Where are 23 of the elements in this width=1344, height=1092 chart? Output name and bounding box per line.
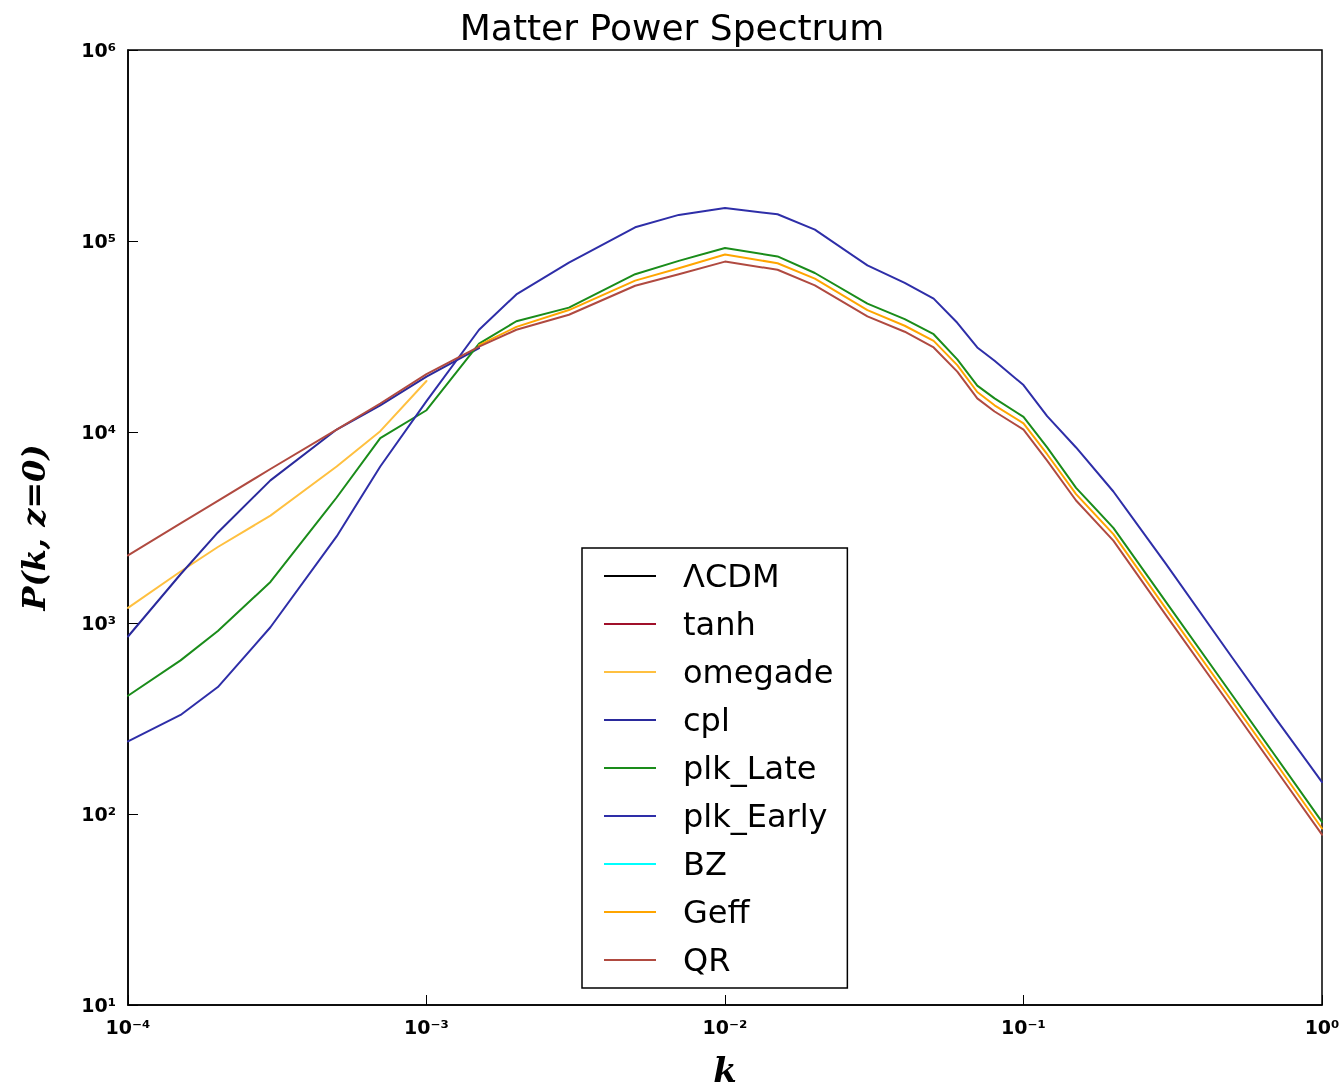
x-tick-label: 10⁰ bbox=[1304, 1015, 1340, 1038]
y-tick-label: 10⁴ bbox=[81, 421, 116, 443]
legend-label: tanh bbox=[683, 605, 756, 643]
legend-label: QR bbox=[683, 941, 731, 979]
x-tick-label: 10⁻² bbox=[702, 1015, 748, 1038]
y-tick-label: 10³ bbox=[81, 612, 116, 634]
legend-label: omegade bbox=[683, 653, 834, 691]
y-tick-label: 10⁶ bbox=[81, 39, 116, 61]
y-tick-label: 10² bbox=[81, 803, 116, 825]
y-tick-label: 10⁵ bbox=[81, 230, 116, 252]
legend-label: plk_Late bbox=[683, 749, 817, 787]
x-tick-label: 10⁻¹ bbox=[1001, 1015, 1046, 1038]
legend-label: BZ bbox=[683, 845, 727, 883]
legend-label: ΛCDM bbox=[683, 557, 780, 595]
y-axis-title: P(k, z=0) bbox=[15, 444, 53, 612]
x-tick-label: 10⁻⁴ bbox=[105, 1015, 151, 1038]
x-axis-title: k bbox=[713, 1050, 737, 1090]
legend-label: cpl bbox=[683, 701, 730, 739]
y-tick-label: 10¹ bbox=[81, 994, 116, 1016]
legend-label: Geff bbox=[683, 893, 751, 931]
legend-label: plk_Early bbox=[683, 797, 828, 835]
x-tick-label: 10⁻³ bbox=[404, 1015, 449, 1038]
chart-title: Matter Power Spectrum bbox=[459, 6, 885, 48]
